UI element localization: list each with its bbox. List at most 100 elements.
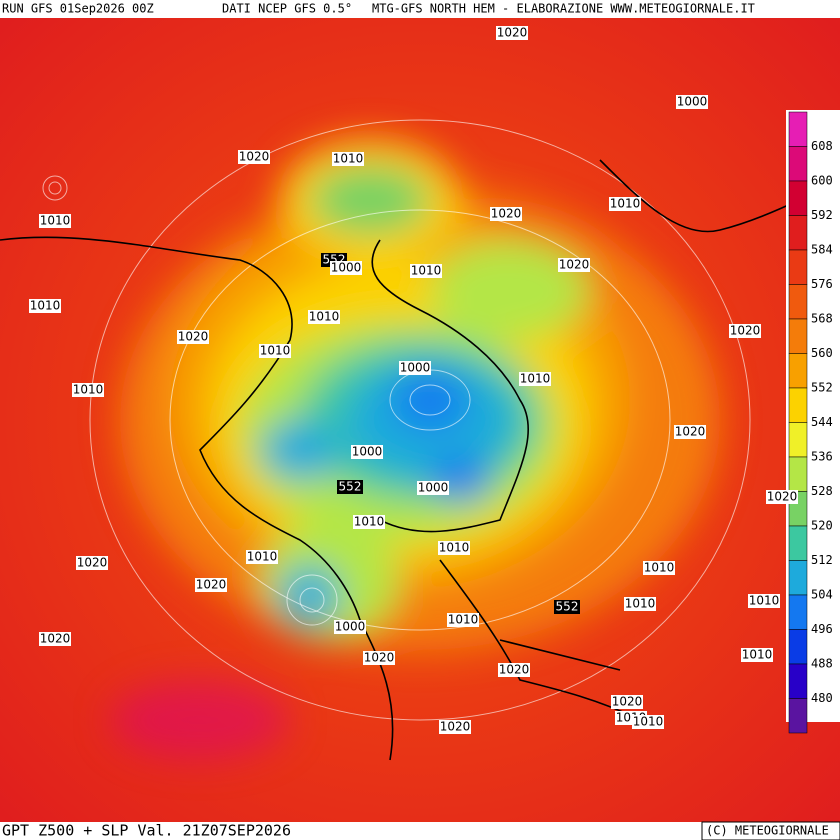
label-box	[330, 261, 362, 275]
isobar-label: 1020	[766, 490, 798, 504]
label-text: 1020	[440, 720, 471, 734]
isobar-label: 1010	[741, 648, 773, 662]
label-text: 1010	[448, 613, 479, 627]
label-box	[624, 597, 656, 611]
label-box	[417, 481, 449, 495]
label-box	[353, 515, 385, 529]
credit-label: (C) METEOGIORNALE	[706, 824, 829, 838]
isobar-labels: 1020 1000 1020 1010 1010 1020 1010 552 1000 1010 1…	[29, 26, 798, 734]
label-text: 1000	[331, 261, 362, 275]
label-text: 1020	[675, 425, 706, 439]
credit-box	[701, 821, 840, 840]
isobar-label: 1010	[519, 372, 551, 386]
colorbar-label: 552	[811, 381, 833, 395]
colorbar-swatch	[788, 284, 808, 320]
isobar-label: 1010	[609, 197, 641, 211]
isobar-label: 1020	[490, 207, 522, 221]
label-text: 1020	[559, 258, 590, 272]
label-box	[29, 299, 61, 313]
label-text: 1020	[40, 632, 71, 646]
colorbar-label: 544	[811, 415, 833, 429]
colorbar-swatch	[788, 318, 808, 354]
label-text: 1000	[335, 620, 366, 634]
colorbar-swatch	[788, 111, 808, 147]
label-box	[676, 95, 708, 109]
isobar-label: 1010	[748, 594, 780, 608]
colorbar-swatch	[788, 146, 808, 182]
label-text: 552	[339, 480, 362, 494]
label-box	[259, 344, 291, 358]
label-text: 1010	[354, 515, 385, 529]
coastlines	[0, 159, 840, 761]
label-text: 1010	[333, 152, 364, 166]
label-text: 1010	[610, 197, 641, 211]
isobar-label: 552	[554, 600, 580, 614]
isobar-label: 1020	[363, 651, 395, 665]
label-text: 1010	[411, 264, 442, 278]
label-box	[554, 600, 580, 614]
footer-bar	[0, 822, 840, 840]
label-box	[337, 480, 363, 494]
label-box	[238, 150, 270, 164]
label-box	[39, 214, 71, 228]
isobar-label: 1010	[332, 152, 364, 166]
isobar-label: 1010	[438, 541, 470, 555]
label-box	[558, 258, 590, 272]
label-box	[498, 663, 530, 677]
isobar-label: 1010	[246, 550, 278, 564]
isobar-label: 1000	[399, 361, 431, 375]
isobar-label: 1000	[676, 95, 708, 109]
colorbar-swatch	[788, 215, 808, 251]
isobar-label: 1020	[195, 578, 227, 592]
label-text: 1020	[730, 324, 761, 338]
label-box	[72, 383, 104, 397]
label-box	[177, 330, 209, 344]
colorbar-swatch	[788, 698, 808, 734]
label-text: 1020	[767, 490, 798, 504]
label-box	[674, 425, 706, 439]
label-text: 1010	[73, 383, 104, 397]
colorbar-swatch	[788, 249, 808, 285]
isobars	[42, 119, 751, 721]
label-text: 1010	[644, 561, 675, 575]
label-text: 1020	[77, 556, 108, 570]
label-text: 1010	[520, 372, 551, 386]
colorbar-swatch	[788, 180, 808, 216]
colorbar-label: 528	[811, 484, 833, 498]
label-text: 1020	[497, 26, 528, 40]
isobar-label: 1020	[729, 324, 761, 338]
header-bar	[0, 0, 840, 18]
isobar-label: 1000	[417, 481, 449, 495]
isobar-label: 1010	[353, 515, 385, 529]
label-box	[519, 372, 551, 386]
label-text: 1000	[677, 95, 708, 109]
isobar-label: 1010	[39, 214, 71, 228]
colorbar-label: 600	[811, 174, 833, 188]
isobar-label: 1010	[643, 561, 675, 575]
isobar-label: 1020	[496, 26, 528, 40]
isobar-label: 1010	[632, 715, 664, 729]
colorbar-swatch	[788, 422, 808, 458]
label-box	[766, 490, 798, 504]
colorbar-swatch	[788, 353, 808, 389]
isobar-label: 1020	[498, 663, 530, 677]
isobar-label: 1010	[259, 344, 291, 358]
isobar-label: 1010	[624, 597, 656, 611]
label-box	[611, 695, 643, 709]
label-box	[632, 715, 664, 729]
colorbar-label: 568	[811, 312, 833, 326]
colorbar-label: 560	[811, 346, 833, 360]
isobar-label: 1010	[72, 383, 104, 397]
colorbar-label: 488	[811, 657, 833, 671]
height-field	[110, 140, 720, 760]
label-text: 1020	[491, 207, 522, 221]
label-box	[351, 445, 383, 459]
label-box	[363, 651, 395, 665]
isobar-label: 1010	[308, 310, 340, 324]
colorbar-label: 608	[811, 139, 833, 153]
label-text: 1010	[247, 550, 278, 564]
source-label: DATI NCEP GFS 0.5°	[222, 2, 352, 16]
label-box	[609, 197, 641, 211]
label-text: 1010	[30, 299, 61, 313]
